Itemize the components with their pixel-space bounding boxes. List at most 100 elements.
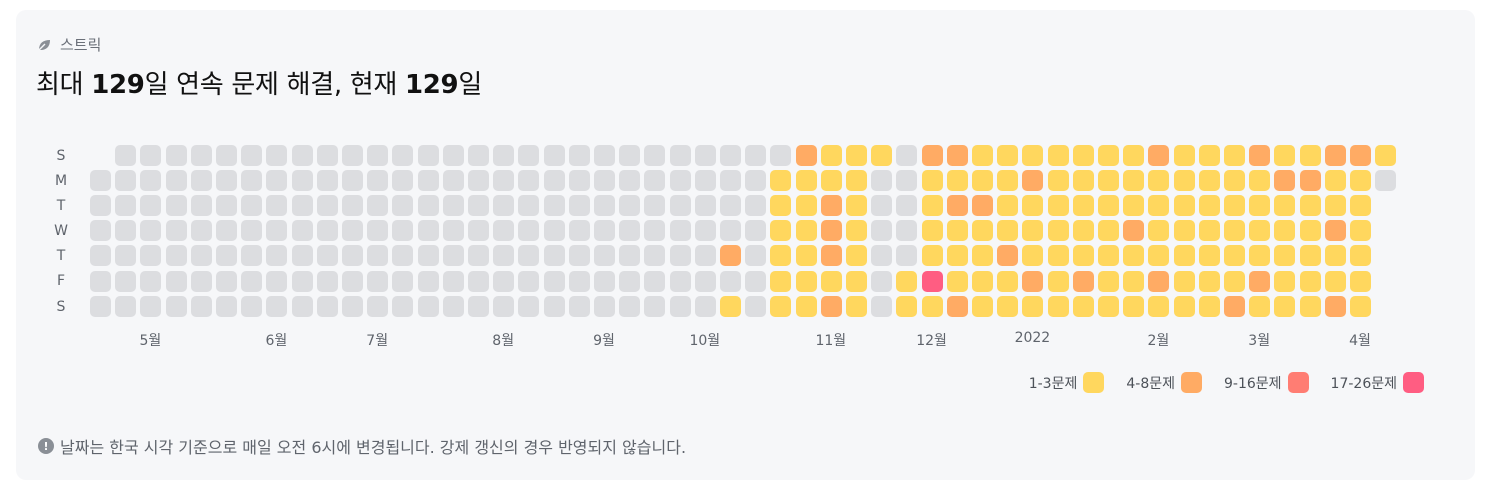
heatmap-cell[interactable] (896, 195, 918, 217)
heatmap-cell[interactable] (1249, 295, 1271, 317)
heatmap-cell[interactable] (1324, 195, 1346, 217)
heatmap-cell[interactable] (946, 295, 968, 317)
heatmap-cell[interactable] (1299, 220, 1321, 242)
heatmap-cell[interactable] (871, 220, 893, 242)
heatmap-cell[interactable] (442, 270, 464, 292)
heatmap-cell[interactable] (316, 195, 338, 217)
heatmap-cell[interactable] (241, 170, 263, 192)
heatmap-cell[interactable] (543, 145, 565, 166)
heatmap-cell[interactable] (820, 220, 842, 242)
heatmap-cell[interactable] (921, 220, 943, 242)
heatmap-cell[interactable] (115, 170, 137, 192)
heatmap-cell[interactable] (140, 145, 162, 166)
heatmap-cell[interactable] (165, 220, 187, 242)
heatmap-cell[interactable] (644, 145, 666, 166)
heatmap-cell[interactable] (745, 170, 767, 192)
heatmap-cell[interactable] (1173, 170, 1195, 192)
heatmap-cell[interactable] (1022, 270, 1044, 292)
heatmap-cell[interactable] (417, 195, 439, 217)
heatmap-cell[interactable] (1198, 170, 1220, 192)
heatmap-cell[interactable] (644, 295, 666, 317)
heatmap-cell[interactable] (745, 145, 767, 166)
heatmap-cell[interactable] (594, 295, 615, 317)
heatmap-cell[interactable] (745, 270, 767, 292)
heatmap-cell[interactable] (1350, 245, 1371, 267)
heatmap-cell[interactable] (90, 195, 111, 217)
heatmap-cell[interactable] (1274, 145, 1296, 166)
heatmap-cell[interactable] (820, 270, 842, 292)
heatmap-cell[interactable] (846, 295, 867, 317)
heatmap-cell[interactable] (1098, 220, 1119, 242)
heatmap-cell[interactable] (1022, 145, 1044, 166)
heatmap-cell[interactable] (972, 245, 993, 267)
heatmap-cell[interactable] (1224, 295, 1245, 317)
heatmap-cell[interactable] (442, 195, 464, 217)
heatmap-cell[interactable] (619, 170, 641, 192)
heatmap-cell[interactable] (316, 170, 338, 192)
heatmap-cell[interactable] (543, 220, 565, 242)
heatmap-cell[interactable] (216, 245, 237, 267)
heatmap-cell[interactable] (1148, 170, 1170, 192)
heatmap-cell[interactable] (241, 220, 263, 242)
heatmap-cell[interactable] (493, 270, 515, 292)
heatmap-cell[interactable] (694, 145, 716, 166)
heatmap-cell[interactable] (770, 270, 792, 292)
heatmap-cell[interactable] (997, 245, 1019, 267)
heatmap-cell[interactable] (190, 295, 212, 317)
heatmap-cell[interactable] (1324, 220, 1346, 242)
heatmap-cell[interactable] (946, 220, 968, 242)
heatmap-cell[interactable] (291, 170, 313, 192)
heatmap-cell[interactable] (468, 245, 489, 267)
heatmap-cell[interactable] (770, 295, 792, 317)
heatmap-cell[interactable] (468, 295, 489, 317)
heatmap-cell[interactable] (165, 170, 187, 192)
heatmap-cell[interactable] (921, 145, 943, 166)
heatmap-cell[interactable] (392, 195, 414, 217)
heatmap-cell[interactable] (216, 195, 237, 217)
heatmap-cell[interactable] (820, 295, 842, 317)
heatmap-cell[interactable] (644, 220, 666, 242)
heatmap-cell[interactable] (468, 270, 489, 292)
heatmap-cell[interactable] (1350, 270, 1371, 292)
heatmap-cell[interactable] (1072, 195, 1094, 217)
heatmap-cell[interactable] (1148, 220, 1170, 242)
heatmap-cell[interactable] (1123, 295, 1145, 317)
heatmap-cell[interactable] (468, 170, 489, 192)
heatmap-cell[interactable] (1324, 245, 1346, 267)
heatmap-cell[interactable] (1274, 220, 1296, 242)
heatmap-cell[interactable] (795, 145, 817, 166)
heatmap-cell[interactable] (795, 245, 817, 267)
heatmap-cell[interactable] (1072, 220, 1094, 242)
heatmap-cell[interactable] (190, 245, 212, 267)
heatmap-cell[interactable] (1173, 295, 1195, 317)
heatmap-cell[interactable] (594, 170, 615, 192)
heatmap-cell[interactable] (115, 270, 137, 292)
heatmap-cell[interactable] (1224, 145, 1245, 166)
heatmap-cell[interactable] (1173, 145, 1195, 166)
heatmap-cell[interactable] (720, 195, 741, 217)
heatmap-cell[interactable] (745, 295, 767, 317)
heatmap-cell[interactable] (367, 170, 389, 192)
heatmap-cell[interactable] (795, 220, 817, 242)
heatmap-cell[interactable] (568, 220, 590, 242)
heatmap-cell[interactable] (1324, 295, 1346, 317)
heatmap-cell[interactable] (1022, 245, 1044, 267)
heatmap-cell[interactable] (1047, 195, 1069, 217)
heatmap-cell[interactable] (1299, 270, 1321, 292)
heatmap-cell[interactable] (669, 270, 691, 292)
heatmap-cell[interactable] (1123, 245, 1145, 267)
heatmap-cell[interactable] (518, 270, 540, 292)
heatmap-cell[interactable] (972, 270, 993, 292)
heatmap-cell[interactable] (1249, 145, 1271, 166)
heatmap-cell[interactable] (1123, 220, 1145, 242)
heatmap-cell[interactable] (241, 195, 263, 217)
heatmap-cell[interactable] (846, 145, 867, 166)
heatmap-cell[interactable] (165, 245, 187, 267)
heatmap-cell[interactable] (770, 170, 792, 192)
heatmap-cell[interactable] (190, 170, 212, 192)
heatmap-cell[interactable] (1224, 270, 1245, 292)
heatmap-cell[interactable] (1022, 220, 1044, 242)
heatmap-cell[interactable] (291, 195, 313, 217)
heatmap-cell[interactable] (140, 245, 162, 267)
heatmap-cell[interactable] (1047, 245, 1069, 267)
